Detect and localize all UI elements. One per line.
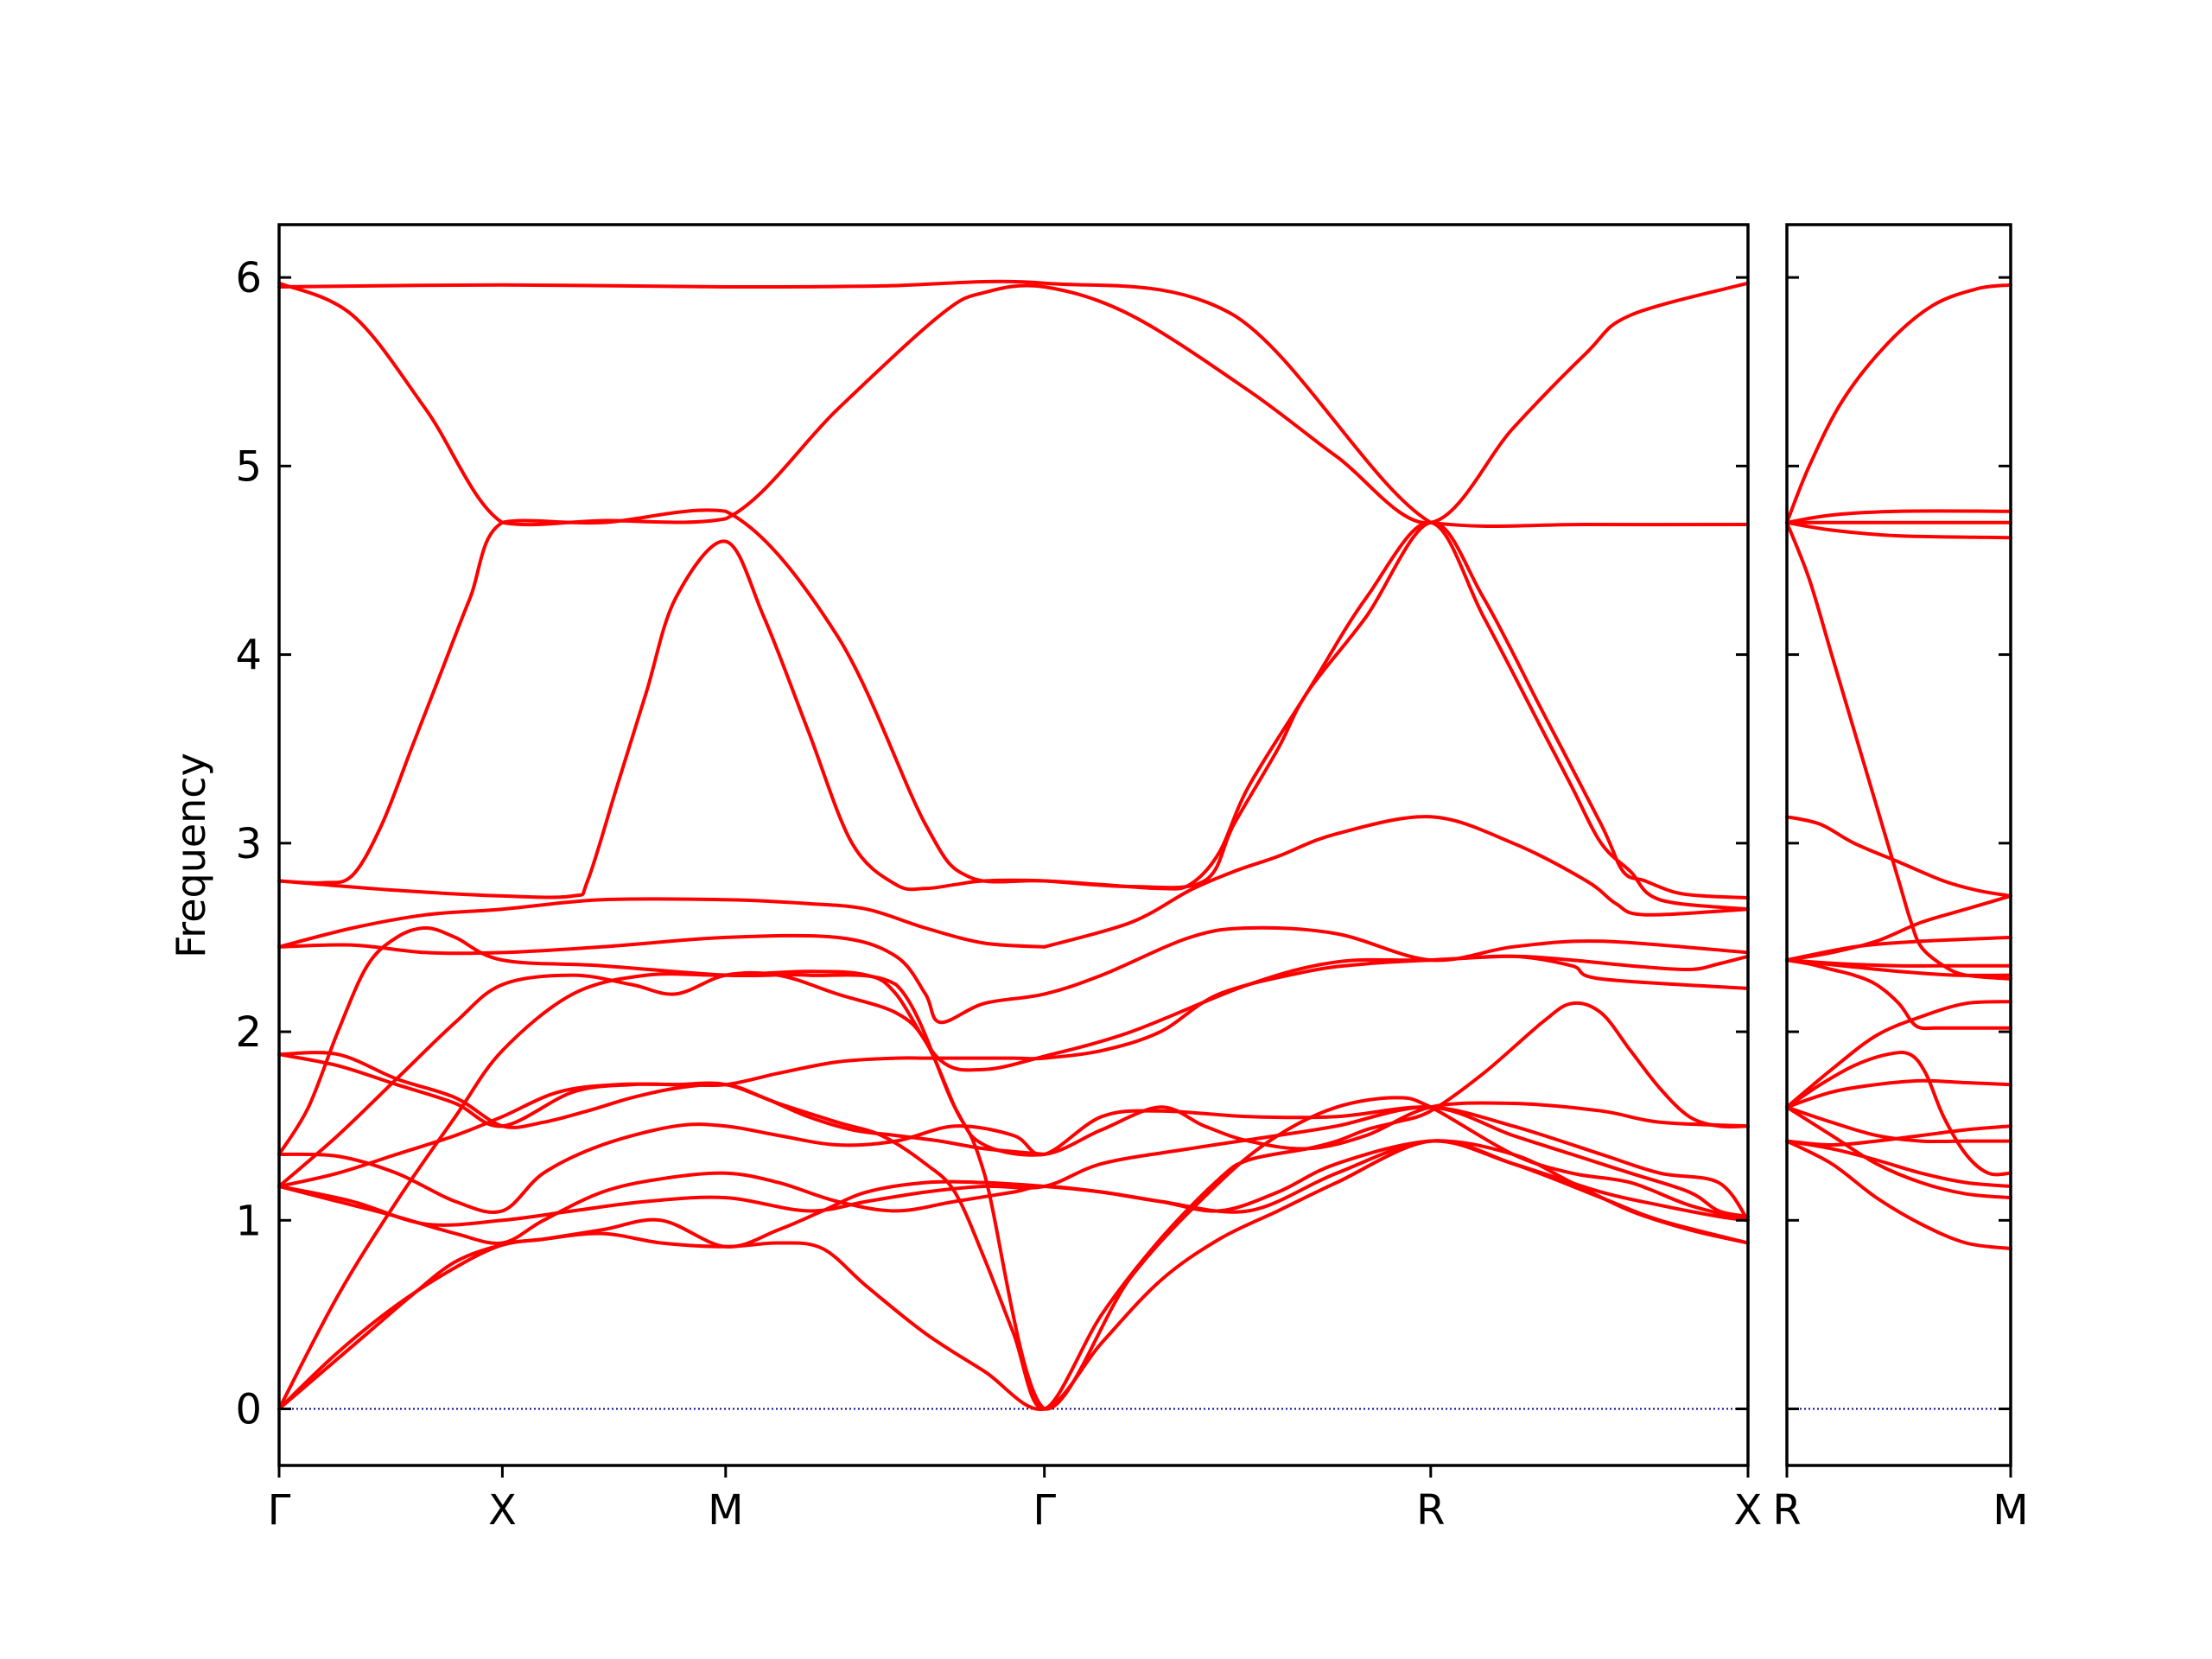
band-line (1785, 815, 2012, 898)
band-line (277, 897, 1046, 949)
axes-frame (1785, 223, 2012, 1467)
band-line (277, 279, 1750, 528)
axes-frames (277, 223, 2012, 1467)
band-line (1785, 958, 2012, 1031)
band-line (277, 1139, 1750, 1245)
band-line (277, 925, 1750, 1025)
band-line (1785, 520, 2012, 981)
band-line (1785, 283, 2012, 524)
band-line (277, 1139, 1750, 1411)
y-tick-label: 0 (235, 1386, 262, 1434)
band-line (1785, 509, 2012, 524)
y-tick-label: 1 (235, 1197, 262, 1245)
kpoint-label: X (1734, 1486, 1763, 1535)
kpoint-label: Γ (268, 1486, 291, 1535)
band-line (1785, 1078, 2012, 1109)
band-line (277, 1105, 1750, 1223)
axes-frame (277, 223, 1750, 1467)
y-tick-label: 3 (235, 820, 262, 868)
band-line (277, 281, 1750, 527)
y-axis-title: Frequency (168, 753, 214, 958)
y-tick-label: 6 (235, 254, 262, 302)
y-tick-label: 4 (235, 632, 262, 680)
kpoint-label: Γ (1033, 1486, 1056, 1535)
band-line (277, 520, 1750, 912)
kpoint-label: M (708, 1486, 743, 1535)
kpoint-label: R (1416, 1486, 1445, 1535)
band-line (1785, 1139, 2012, 1188)
band-line (1785, 1105, 2012, 1144)
band-line (277, 926, 1750, 1157)
band-line (1785, 1139, 2012, 1250)
tick-marks (277, 276, 2012, 1478)
band-line (1785, 1000, 2012, 1109)
band-line (277, 1139, 1750, 1412)
band-line (277, 954, 1750, 1188)
y-tick-label: 2 (235, 1008, 262, 1057)
band-line (277, 1051, 1046, 1156)
band-line (1785, 1105, 2012, 1200)
kpoint-label: X (488, 1486, 517, 1535)
kpoint-label: M (1993, 1486, 2028, 1535)
band-line (277, 970, 1750, 1411)
band-line (1785, 1124, 2012, 1147)
band-line (1785, 520, 2012, 540)
band-line (1785, 1051, 2012, 1177)
phonon-bands (277, 279, 2012, 1412)
band-line (1042, 815, 1750, 949)
y-tick-label: 5 (235, 442, 262, 491)
band-line (1785, 893, 2012, 963)
band-line (1785, 935, 2012, 963)
band-line (1785, 958, 2012, 977)
kpoint-label: R (1772, 1486, 1801, 1535)
